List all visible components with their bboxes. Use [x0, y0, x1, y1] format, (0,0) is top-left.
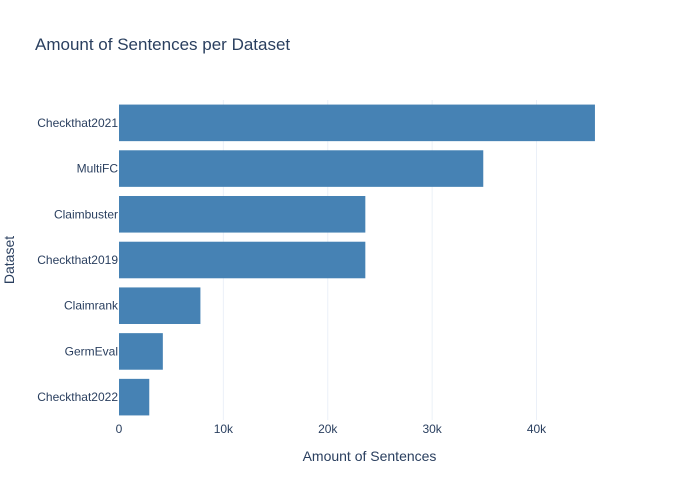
- x-tick-label: 10k: [214, 422, 234, 436]
- bar-claimrank: [119, 287, 201, 324]
- y-tick-label: MultiFC: [77, 162, 119, 176]
- bar-multifc: [119, 150, 484, 187]
- y-tick-label: Claimbuster: [54, 207, 118, 221]
- y-tick-label: Checkthat2022: [37, 390, 118, 404]
- bar-checkthat2019: [119, 241, 366, 279]
- bar-checkthat2021: [119, 104, 595, 142]
- x-tick-label: 20k: [318, 422, 338, 436]
- y-tick-label: Checkthat2019: [37, 253, 118, 267]
- bar-claimbuster: [119, 196, 366, 233]
- chart-title: Amount of Sentences per Dataset: [35, 35, 290, 54]
- y-tick-label: Checkthat2021: [37, 116, 118, 130]
- x-tick-label: 40k: [527, 422, 547, 436]
- x-axis-title: Amount of Sentences: [303, 448, 437, 464]
- bar-germeval: [119, 333, 163, 370]
- y-axis-title: Dataset: [1, 236, 17, 284]
- x-tick-label: 0: [116, 422, 123, 436]
- x-tick-label: 30k: [422, 422, 442, 436]
- bars: [119, 104, 595, 416]
- y-tick-label: GermEval: [65, 344, 118, 358]
- y-axis-ticks: Checkthat2021 MultiFC Claimbuster Checkthat…: [37, 116, 119, 404]
- y-tick-label: Claimrank: [64, 299, 119, 313]
- x-axis-ticks: 0 10k 20k 30k 40k: [116, 422, 548, 436]
- bar-checkthat2022: [119, 378, 150, 416]
